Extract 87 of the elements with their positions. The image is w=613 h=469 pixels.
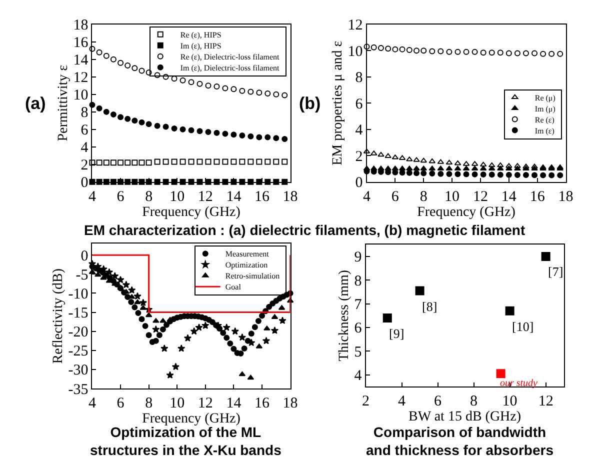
y-tick-label: 0 xyxy=(355,175,363,192)
y-tick-label: -20 xyxy=(68,324,88,341)
x-tick-label: 4 xyxy=(398,394,406,410)
legend-label: Goal xyxy=(225,282,242,292)
y-tick-label: 10 xyxy=(73,88,88,104)
legend-label: Re (μ) xyxy=(534,93,556,102)
y-tick-label: 6 xyxy=(80,122,89,139)
x-tick-label: 12 xyxy=(198,396,213,412)
text: Optimization of the ML structures in the X-Ku bands xyxy=(90,424,282,458)
x-tick-label: 14 xyxy=(226,188,242,205)
y-tick-label: 4 xyxy=(80,140,89,156)
y-axis-title: Thickness (mm) xyxy=(336,270,352,362)
x-tick-label: 6 xyxy=(116,396,125,412)
x-tick-label: 8 xyxy=(420,188,428,205)
y-axis-title: Permittivity ε xyxy=(56,64,71,142)
legend-label: Im (μ) xyxy=(534,104,556,114)
x-tick-label: 16 xyxy=(254,188,270,205)
legend-label: Measurement xyxy=(225,250,270,259)
x-axis-title: Frequency (GHz) xyxy=(142,204,241,220)
y-tick-label: 12 xyxy=(73,70,88,86)
y-tick-label: 8 xyxy=(80,105,88,122)
legend-label: Re (ε), Dielectric-loss filament xyxy=(180,52,280,62)
x-tick-label: 8 xyxy=(145,396,153,412)
y-tick-label: -5 xyxy=(76,267,88,284)
legend-label: Im (ε) xyxy=(534,126,555,136)
y-tick-label: 6 xyxy=(354,320,362,337)
y-axis-title: EM properties μ and ε xyxy=(330,40,346,166)
y-tick-label: 18 xyxy=(73,18,88,34)
x-tick-label: 12 xyxy=(538,394,554,410)
text: (a) xyxy=(25,94,46,113)
x-tick-label: 18 xyxy=(282,188,298,205)
y-tick-label: 7 xyxy=(354,297,362,314)
y-tick-label: 10 xyxy=(348,44,363,60)
x-tick-label: 6 xyxy=(391,188,400,205)
x-tick-label: 14 xyxy=(501,188,517,205)
x-tick-label: 18 xyxy=(282,396,298,412)
x-tick-label: 6 xyxy=(434,394,442,410)
y-tick-label: -35 xyxy=(68,382,88,398)
legend-label: Optimization xyxy=(225,260,268,270)
y-axis-title: Reflectivity (dB) xyxy=(50,268,66,364)
y-tick-label: -15 xyxy=(68,306,88,322)
x-tick-label: 10 xyxy=(502,394,518,410)
legend-label: Re (ε), HIPS xyxy=(180,30,222,40)
y-tick-label: 0 xyxy=(80,248,88,264)
legend-label: Im (ε), Dielectric-loss filament xyxy=(180,63,280,72)
y-tick-label: 2 xyxy=(80,158,88,174)
annotation: [7] xyxy=(548,264,564,279)
text: EM characterization : (a) dielectric filaments, (b) magnetic filament xyxy=(84,222,526,238)
text: (b) xyxy=(299,94,321,113)
x-tick-label: 6 xyxy=(116,188,125,205)
x-tick-label: 10 xyxy=(170,188,185,205)
annotation: [9] xyxy=(389,326,404,341)
x-axis-title: Frequency (GHz) xyxy=(142,412,241,427)
y-tick-label: 4 xyxy=(355,122,364,139)
x-axis-title: Frequency (GHz) xyxy=(417,204,516,220)
y-tick-label: 0 xyxy=(80,175,88,192)
text: Comparison of bandwidth and thickness for absorbers xyxy=(366,424,554,458)
x-tick-label: 10 xyxy=(170,396,185,412)
x-tick-label: 8 xyxy=(470,394,478,410)
y-tick-label: 2 xyxy=(355,148,363,165)
y-tick-label: 16 xyxy=(73,35,89,52)
annotation: [10] xyxy=(512,319,534,334)
y-tick-label: 4 xyxy=(354,368,362,384)
legend-label: Retro-simulation xyxy=(225,272,280,281)
y-tick-label: 12 xyxy=(348,18,363,34)
y-tick-label: -30 xyxy=(68,362,88,379)
y-tick-label: -25 xyxy=(68,344,88,360)
y-tick-label: -10 xyxy=(68,286,88,302)
x-axis-title: BW at 15 dB (GHz) xyxy=(408,410,522,425)
annotation: our study xyxy=(500,378,538,389)
y-tick-label: 8 xyxy=(355,70,363,86)
x-tick-label: 12 xyxy=(472,188,488,205)
x-tick-label: 16 xyxy=(530,188,546,205)
legend-label: Re (ε) xyxy=(534,115,555,124)
y-tick-label: 9 xyxy=(354,250,362,266)
annotation: [8] xyxy=(422,299,438,314)
x-tick-label: 16 xyxy=(254,396,270,412)
y-tick-label: 14 xyxy=(73,52,89,69)
x-tick-label: 12 xyxy=(198,188,213,205)
y-tick-label: 8 xyxy=(354,273,362,290)
y-tick-label: 5 xyxy=(354,344,362,360)
y-tick-label: 6 xyxy=(355,96,364,112)
x-tick-label: 8 xyxy=(145,188,153,205)
x-tick-label: 18 xyxy=(558,188,574,205)
x-tick-label: 14 xyxy=(226,396,242,412)
x-tick-label: 10 xyxy=(444,188,460,205)
legend-label: Im (ε), HIPS xyxy=(180,41,222,50)
